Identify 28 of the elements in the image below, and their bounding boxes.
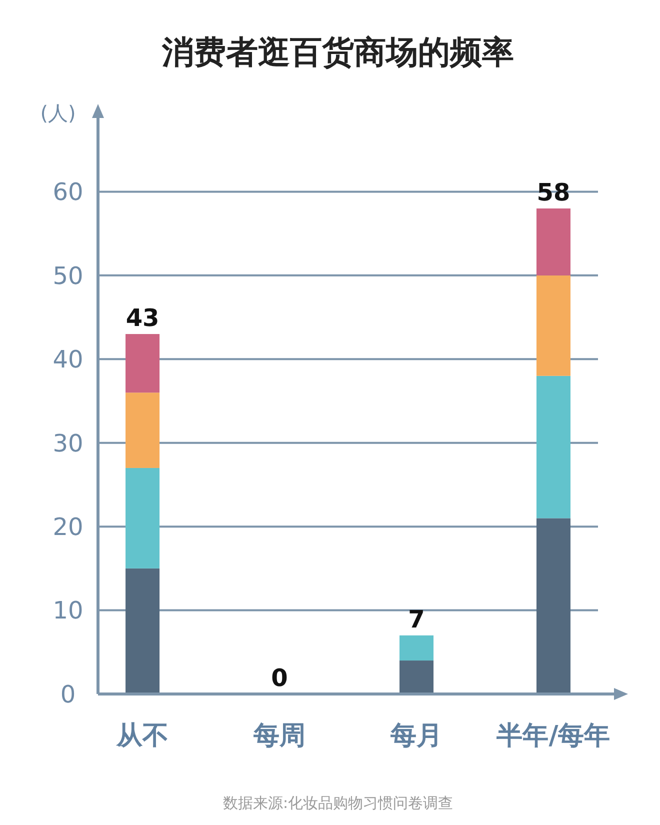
total-label: 7	[408, 605, 425, 634]
chart-title: 消费者逛百货商场的频率	[161, 33, 514, 71]
bar	[536, 376, 570, 518]
bar	[536, 275, 570, 376]
x-tick-label: 每周	[252, 721, 306, 751]
y-tick-label: 20	[52, 512, 84, 541]
bar	[126, 468, 160, 568]
y-tick-label: 30	[52, 429, 84, 458]
total-label: 43	[126, 304, 160, 332]
y-tick-label: 10	[52, 596, 84, 625]
y-tick-label: 50	[52, 262, 84, 290]
bar	[536, 518, 570, 694]
bar	[536, 208, 570, 276]
bar	[126, 334, 160, 393]
y-axis-title: (人)	[40, 101, 76, 125]
x-tick-label: 每月	[389, 721, 442, 751]
bar	[399, 635, 434, 661]
x-tick-label: 半年/每年	[496, 721, 610, 751]
bar	[126, 392, 160, 468]
y-tick-label: 0	[60, 680, 76, 708]
bar	[126, 568, 160, 694]
y-tick-label: 40	[52, 346, 84, 374]
source-note: 数据来源:化妆品购物习惯问卷调查	[222, 794, 454, 812]
bar	[399, 660, 434, 694]
total-label: 58	[536, 178, 570, 206]
x-tick-label: 从不	[116, 721, 169, 751]
y-tick-label: 60	[52, 178, 84, 206]
total-label: 0	[271, 664, 288, 692]
